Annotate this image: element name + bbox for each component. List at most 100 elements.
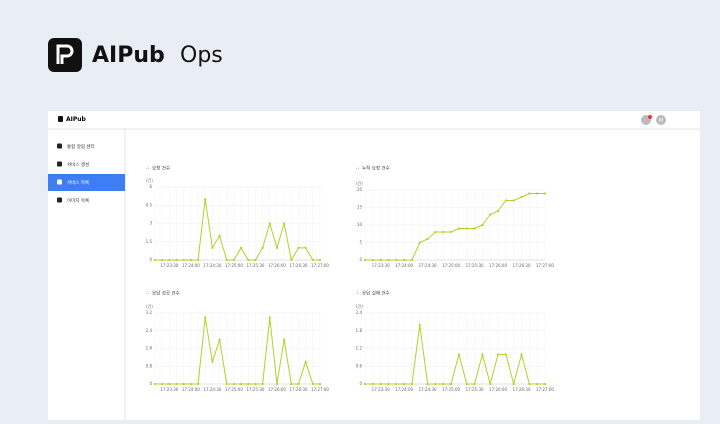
menu-icon	[57, 143, 62, 149]
x-tick-label: 17:25:30	[466, 387, 484, 392]
y-tick-label: 5	[359, 240, 362, 245]
avatar[interactable]	[656, 115, 666, 125]
point	[211, 246, 214, 249]
chart-icon: ∴	[146, 291, 149, 297]
y-tick-label: 1.8	[356, 328, 363, 333]
menu-item[interactable]: 서비스 생성	[67, 161, 89, 168]
point	[239, 382, 243, 386]
point	[543, 382, 547, 386]
chart-title: 응답 실패 건수	[362, 290, 390, 297]
point	[275, 246, 279, 249]
point	[268, 316, 271, 319]
line	[365, 193, 545, 261]
x-tick-label: 17:27:00	[311, 263, 329, 268]
point	[318, 258, 322, 262]
y-unit: (건)	[356, 180, 363, 186]
line	[155, 199, 320, 262]
x-tick-label: 17:23:30	[372, 387, 390, 392]
x-tick-label: 17:24:30	[203, 263, 221, 268]
x-tick-label: 17:24:30	[203, 387, 221, 392]
point	[410, 382, 414, 386]
brand-icon-glyph	[56, 44, 74, 64]
x-tick-label: 17:25:30	[466, 263, 484, 268]
point	[379, 382, 382, 386]
chart-icon: ∴	[356, 291, 359, 297]
point	[395, 258, 398, 262]
point	[297, 246, 300, 249]
y-tick-label: 20	[357, 187, 363, 192]
point	[387, 258, 390, 262]
point	[161, 258, 164, 262]
x-tick-label: 17:24:00	[395, 263, 413, 268]
point	[528, 192, 531, 195]
point	[489, 382, 492, 386]
point	[442, 382, 445, 386]
point	[254, 382, 257, 386]
app-window	[48, 111, 700, 424]
menu-item[interactable]: 통합 알림 센터	[67, 143, 95, 150]
chart-title: 응답 성공 건수	[152, 290, 180, 297]
x-tick-label: 17:26:30	[513, 387, 531, 392]
point	[318, 382, 322, 386]
x-tick-label: 17:25:00	[442, 387, 460, 392]
point	[254, 258, 257, 262]
brand-product: Ops	[180, 43, 223, 68]
x-tick-label: 17:25:30	[246, 263, 264, 268]
point	[504, 353, 507, 356]
point	[232, 382, 236, 386]
menu-item[interactable]: 서비스 목록	[67, 179, 89, 186]
point	[204, 198, 207, 201]
point	[175, 258, 178, 262]
y-tick-label: 1.2	[356, 346, 363, 351]
point	[457, 227, 461, 230]
point	[182, 258, 185, 262]
point	[379, 258, 382, 262]
point	[232, 258, 236, 262]
y-tick-label: 15	[357, 205, 363, 210]
point	[434, 230, 437, 234]
point	[290, 258, 293, 262]
point	[418, 241, 421, 244]
point	[512, 199, 515, 202]
point	[204, 316, 207, 319]
point	[189, 382, 192, 386]
point	[311, 258, 314, 262]
point	[153, 382, 157, 386]
x-tick-label: 17:25:00	[442, 263, 460, 268]
avatar-initial: M	[659, 118, 663, 124]
point	[311, 382, 314, 386]
y-tick-label: 4.5	[146, 202, 153, 207]
point	[496, 353, 500, 356]
point	[442, 230, 445, 234]
point	[218, 234, 221, 237]
y-unit: (건)	[146, 303, 153, 309]
app-logo: AIPub	[66, 116, 87, 123]
point	[395, 382, 398, 386]
menu-icon	[57, 197, 62, 203]
point	[196, 382, 200, 386]
menu-icon	[57, 179, 62, 185]
x-tick-label: 17:26:30	[289, 263, 307, 268]
point	[371, 382, 374, 386]
y-tick-label: 2.4	[146, 328, 153, 333]
x-tick-label: 17:27:00	[536, 387, 554, 392]
point	[465, 382, 468, 386]
menu-item[interactable]: 이미지 목록	[67, 197, 89, 204]
point	[218, 338, 221, 341]
point	[304, 360, 307, 363]
point	[363, 382, 367, 386]
point	[225, 382, 228, 386]
point	[297, 382, 300, 386]
x-tick-label: 17:25:30	[246, 387, 264, 392]
point	[363, 258, 367, 262]
y-tick-label: 2.4	[356, 310, 363, 315]
chart-icon: ∴	[356, 166, 359, 172]
point	[481, 353, 484, 356]
y-unit: (건)	[356, 303, 363, 309]
point	[261, 246, 264, 249]
point	[403, 382, 406, 386]
line	[365, 324, 545, 386]
